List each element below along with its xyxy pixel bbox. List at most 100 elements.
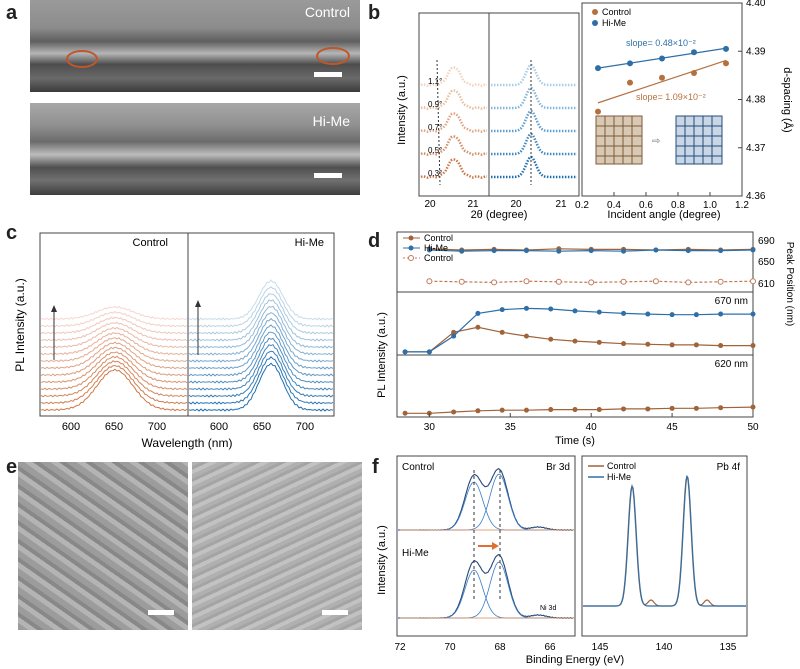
d-xtick-label: 30 [424,422,436,433]
legend-label: Control [424,233,453,243]
b-ylabel-right: d-spacing (Å) [781,67,794,132]
scale-bar [322,610,348,615]
d-right-ytick: 650 [758,257,775,268]
f-label-ni: Ni 3d [540,605,556,612]
pl-curve-control [40,337,188,363]
legend-marker [408,255,414,261]
pl670-series-point [718,343,724,349]
pl620-series-line [405,406,754,414]
peak-series-point [588,248,594,254]
peak-guide-line [436,59,441,186]
b-left-tick: 21 [467,199,479,210]
xrd-curve-hime [491,63,577,87]
pl-curve-hime [188,312,334,356]
b-ylabel-left: Intensity (a.u.) [396,75,408,145]
f-xtick: 72 [394,642,406,653]
pl-curve-control [40,355,188,391]
arrow-icon [51,305,57,312]
sem-cross-section-hime: Hi-Me [30,103,360,195]
pl-curve-control [40,310,188,328]
c-title-hime: Hi-Me [295,237,324,249]
pl670-series-point [645,341,651,347]
dspacing-yticks: 4.40 4.39 4.38 4.37 4.36 [738,0,766,202]
peak-series-point [523,248,529,254]
peak-series-point [750,278,756,285]
angle-label: 0.9° [428,100,442,109]
f-xtick: 135 [720,642,737,653]
pl620-series-point [718,405,724,411]
peak-series-point [718,248,724,254]
pl620-series-point [475,408,481,414]
pl670-series-point [475,324,481,330]
f-ylabel: Intensity (a.u.) [376,525,388,595]
f-xtick: 68 [494,642,506,653]
d-ylabel: PL Intensity (a.u.) [376,312,388,398]
c-title-control: Control [133,237,168,249]
arrow-icon [195,300,201,307]
b-left-tick: 20 [424,199,436,210]
pl670-series-point [596,309,602,315]
pl-curve-hime [188,317,334,363]
c-xtick: 600 [210,421,228,433]
scale-bar [314,72,342,77]
data-point-control [723,60,729,67]
data-point-hi-me [595,65,601,72]
d-xtick-label: 50 [747,422,759,433]
data-point-hi-me [659,55,665,62]
pl-curve-control [40,332,188,356]
pl-curve-hime [188,293,334,335]
xrd-curve-hime [491,155,577,179]
pl670-series-point [572,308,578,314]
data-point-hi-me [723,45,729,52]
pl620-series-point [572,407,578,413]
pl-curve-hime [188,331,334,377]
f-xlabel: Binding Energy (eV) [526,654,624,666]
xrd-curve-hime [491,86,577,110]
pl-curve-hime [188,286,334,328]
sem-top-view-control [18,462,188,630]
pl670-series-point [750,343,756,349]
dspacing-ytick-label: 4.36 [746,191,766,202]
slope-label-hime: slope= 0.48×10⁻² [626,38,696,48]
peak-series-point [620,278,627,285]
dspacing-ytick-label: 4.40 [746,0,766,9]
pl-curves [40,279,334,412]
pl670-series-point [451,333,457,339]
c-xtick: 700 [296,421,314,433]
pl-curve-control [40,316,187,335]
peak-series-point [652,278,659,285]
xrd-curve-control [420,66,488,87]
panel-f-xps: Control Br 3d Hi-Me Ni 3d Pb 4f Control … [376,455,748,666]
c-xlabel: Wavelength (nm) [142,436,233,450]
dspacing-ytick-label: 4.37 [746,143,766,154]
panel-letter-e: e [6,456,18,478]
pl670-series-point [548,306,554,312]
sem-label-hime: Hi-Me [312,113,350,129]
xrd-curve-control [420,89,488,110]
dspacing-ytick-label: 4.38 [746,95,766,106]
pl-curve-control [40,368,188,412]
legend-label-control: Control [602,7,631,17]
pl620-series-point [621,406,627,412]
c-xtick: 650 [105,421,123,433]
xrd-curves [420,59,577,186]
peak-series-point [653,247,659,253]
legend-label: Control [424,253,453,263]
angle-label: 1.1° [428,77,442,86]
scale-bar [314,173,342,178]
axes-frame-bottom [396,354,754,418]
angle-label: 0.7° [428,123,442,132]
data-point-control [595,108,601,115]
pl670-series-point [669,312,675,318]
axes-frame-br [396,455,576,637]
pl670-series-point [499,307,505,313]
f-xtick: 145 [592,642,609,653]
pl670-series-point [596,339,602,345]
d-xticks: 30 35 40 45 50 [424,413,759,433]
xps-br-component [428,569,548,619]
pl670-series-point [402,349,408,355]
pl-curve-control [40,365,188,405]
pl670-series-point [669,342,675,348]
pl670-series-point [548,336,554,342]
dspacing-ytick-label: 4.39 [746,46,766,57]
